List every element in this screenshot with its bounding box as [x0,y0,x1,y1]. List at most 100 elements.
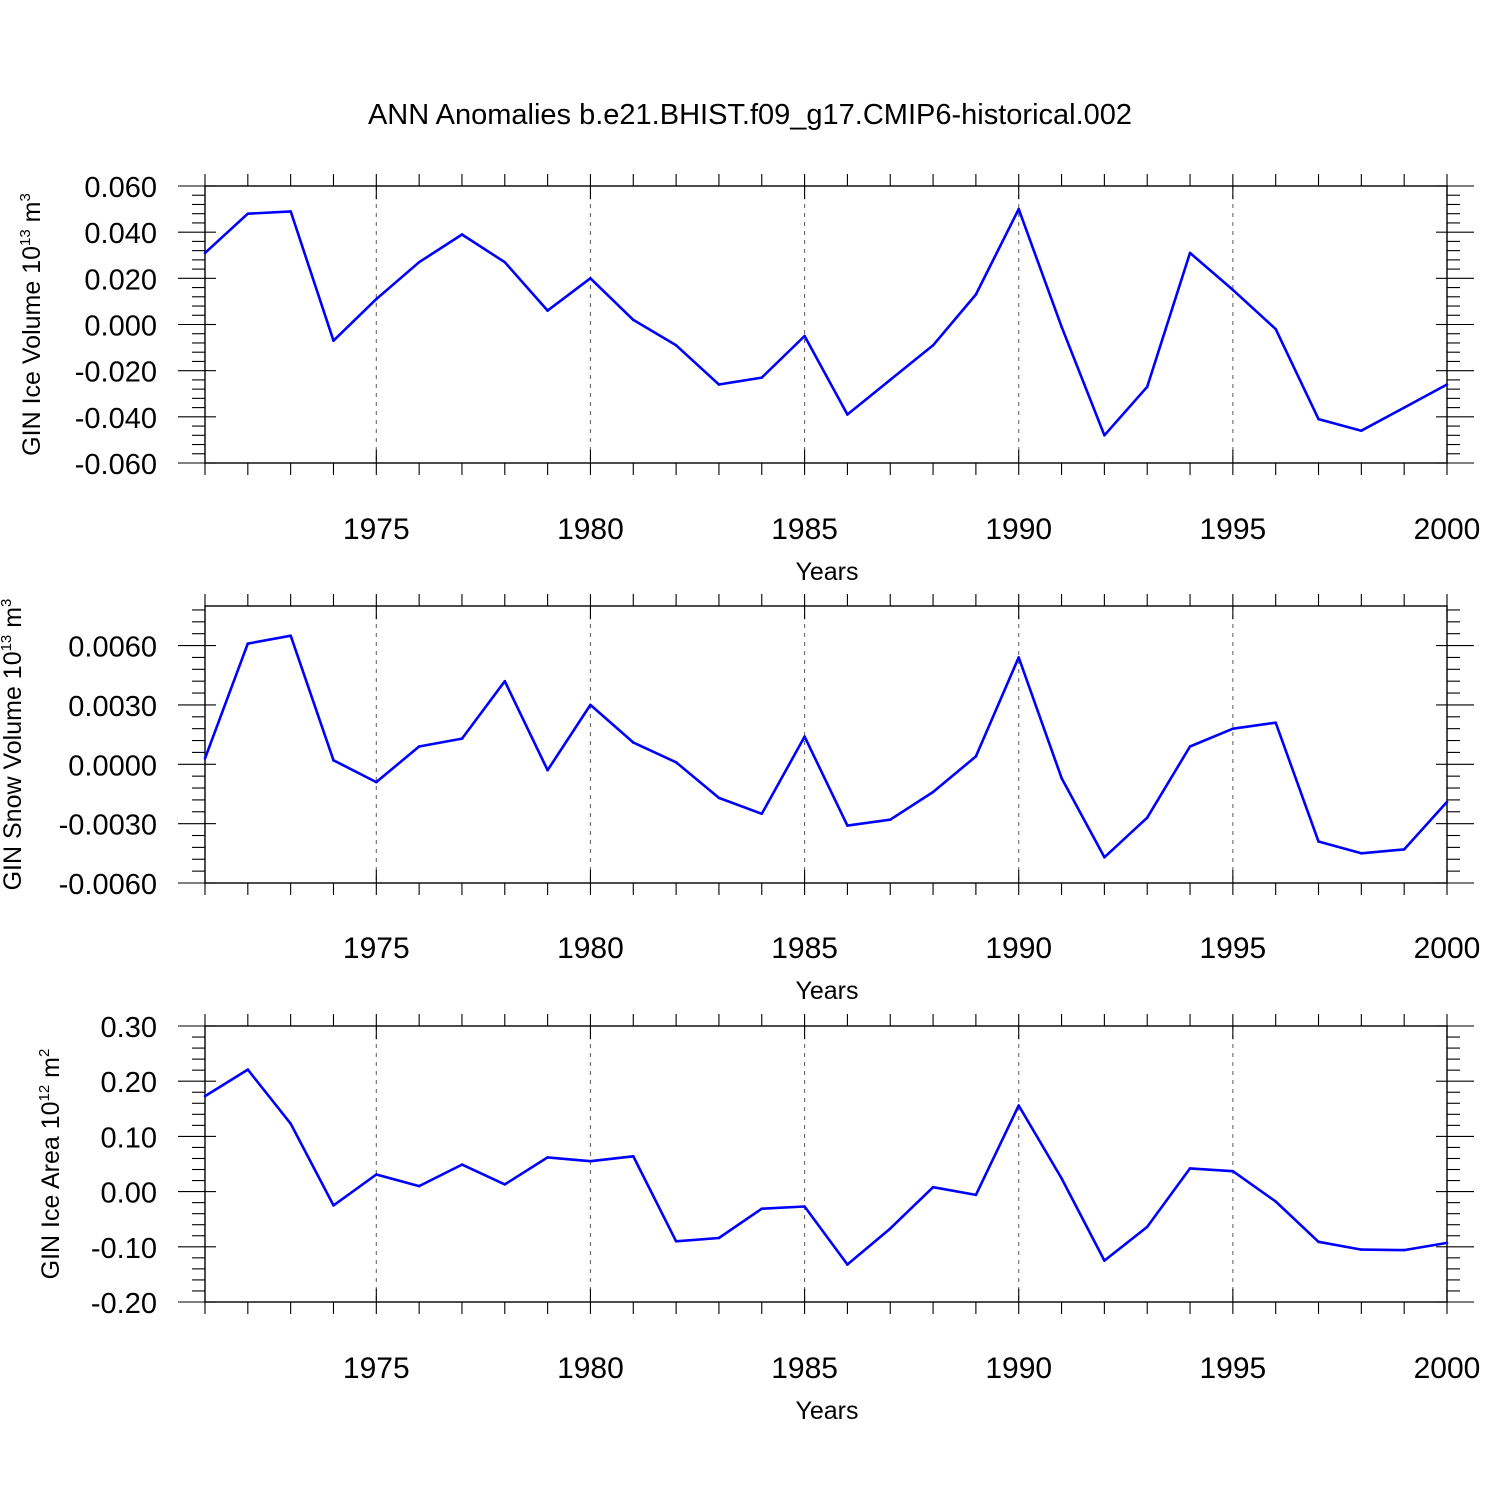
y-tick-label: 0.20 [101,1067,157,1099]
x-tick-label: 1975 [343,1352,410,1385]
x-tick-label: 1975 [343,932,410,965]
data-point [503,1183,507,1186]
series-line-1 [204,1068,1448,1266]
y-axis-title: GIN Snow Volume 1013 m3 [0,599,27,891]
chart-title: ANN Anomalies b.e21.BHIST.f09_g17.CMIP6-… [368,99,1132,131]
data-point [1360,852,1363,855]
x-tick-label: 1995 [1199,1352,1266,1385]
data-point [1274,721,1277,725]
series-line-1 [203,634,1448,859]
x-tick-label: 1980 [557,1352,624,1385]
data-point [1103,1259,1106,1262]
y-tick-label: -0.20 [91,1288,157,1320]
data-point [460,1163,464,1166]
data-point [332,759,335,762]
y-tick-label: 0.0030 [68,691,157,723]
y-tick-label: 0.000 [84,311,157,343]
plot-frame [204,185,1448,464]
x-axis-title: Years [795,1397,858,1425]
y-tick-label: 0.0000 [68,750,157,782]
x-axis-title: Years [795,977,858,1005]
data-point [1017,207,1021,211]
y-tick-label: -0.060 [75,449,157,481]
data-point [974,755,978,758]
data-point [1274,327,1277,331]
y-tick-label: 0.060 [84,172,157,204]
data-point [1231,288,1235,292]
x-tick-label: 2000 [1414,513,1481,546]
data-point [589,277,592,280]
data-point [1402,848,1406,851]
data-point [803,1205,806,1208]
chart-panel-2: -0.0060 -0.0030 0.0000 0.0030 0.0060 1975 1980… [0,594,1480,1005]
data-point [974,293,978,296]
plot-frame [204,1025,1448,1303]
data-point [674,1239,678,1243]
data-point [417,745,421,748]
data-point [1060,776,1063,780]
data-point [1317,417,1320,421]
x-tick-label: 1985 [771,1352,838,1385]
data-point [631,318,635,322]
data-point [1231,1169,1235,1173]
data-point [717,383,721,386]
plot-frame [204,605,1448,884]
x-tick-label: 1995 [1199,513,1266,546]
data-point [846,1263,849,1266]
x-tick-label: 1985 [771,932,838,965]
y-tick-label: 0.30 [101,1012,157,1044]
y-axis-title: GIN Ice Area 1012 m2 [36,1049,65,1280]
data-point [417,260,421,264]
x-tick-label: 1990 [985,513,1052,546]
y-tick-label: -0.0060 [59,869,157,901]
data-point [546,768,549,772]
x-tick-label: 1985 [771,513,838,546]
data-point [1103,855,1106,859]
series-line-1 [204,207,1448,437]
x-axis-title: Years [795,558,858,586]
chart-panel-3: -0.20 -0.10 0.00 0.10 0.20 0.30 1975 1980 1985 19… [36,1012,1480,1425]
data-point [332,339,335,342]
data-point [760,376,764,379]
data-point [631,1154,635,1158]
data-point [1145,816,1149,820]
data-point [803,735,806,738]
data-point [760,1207,764,1211]
data-point [203,251,207,255]
data-point [674,343,678,347]
data-point [1445,1241,1449,1245]
data-point [803,334,806,338]
y-tick-label: 0.020 [84,264,157,296]
data-point [1060,1177,1063,1180]
data-point [417,1184,421,1188]
x-tick-label: 1990 [985,932,1052,965]
data-point [375,1173,378,1176]
y-tick-label: 0.00 [101,1178,157,1210]
data-point [203,1094,207,1098]
data-point [717,1236,721,1240]
data-point [1188,745,1192,748]
data-point [289,634,292,637]
x-tick-label: 1980 [557,513,624,546]
y-axis-title: GIN Ice Volume 1013 m3 [17,193,46,456]
data-point [203,757,207,760]
data-point [589,703,592,707]
data-point [246,1068,250,1071]
y-tick-label: 0.10 [101,1122,157,1154]
data-point [717,796,721,800]
x-tick-label: 1980 [557,932,624,965]
data-point [1317,840,1320,843]
x-tick-label: 2000 [1414,932,1481,965]
data-point [1445,383,1449,386]
y-tick-label: 0.040 [84,218,157,250]
data-point [846,413,849,416]
data-point [1145,385,1149,389]
data-point [1017,1104,1021,1107]
x-tick-label: 1990 [985,1352,1052,1385]
data-point [546,1156,549,1159]
data-point [1402,406,1406,409]
y-tick-label: 0.0060 [68,632,157,664]
data-point [1103,434,1106,437]
data-point [1402,1248,1406,1252]
data-point [1360,1248,1363,1251]
